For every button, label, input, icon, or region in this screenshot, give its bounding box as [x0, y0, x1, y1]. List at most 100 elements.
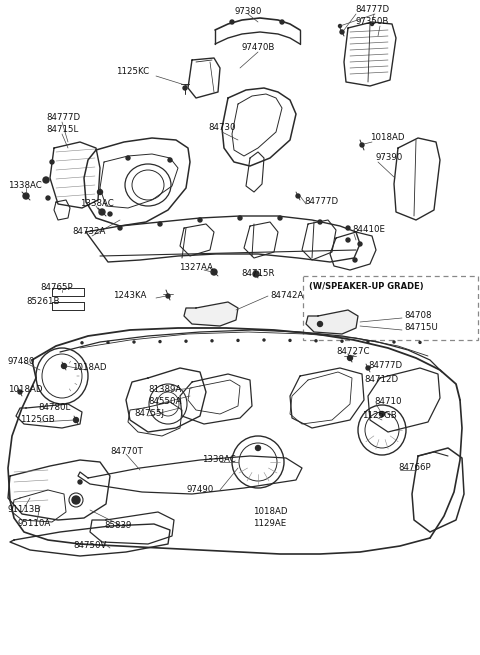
Circle shape	[133, 341, 135, 343]
Circle shape	[346, 226, 350, 230]
Circle shape	[211, 340, 213, 342]
Text: 1018AD: 1018AD	[8, 386, 43, 394]
Polygon shape	[184, 302, 238, 326]
Text: 84777D: 84777D	[304, 198, 338, 206]
Text: 84742A: 84742A	[270, 291, 303, 299]
Circle shape	[317, 322, 323, 326]
Circle shape	[346, 238, 350, 242]
Circle shape	[107, 341, 109, 343]
Circle shape	[78, 480, 82, 484]
Text: 84750V: 84750V	[73, 542, 107, 550]
Text: 84715R: 84715R	[241, 269, 275, 278]
Text: 91113B: 91113B	[8, 506, 41, 514]
Text: 84770T: 84770T	[110, 447, 143, 457]
Text: 97380: 97380	[234, 7, 262, 16]
Circle shape	[211, 269, 217, 275]
Text: 85839: 85839	[104, 521, 132, 529]
Circle shape	[255, 445, 261, 451]
Text: 1125GB: 1125GB	[20, 415, 55, 424]
Text: 84715L: 84715L	[46, 126, 78, 134]
Text: 81389A: 81389A	[148, 386, 181, 394]
Text: 84780L: 84780L	[38, 403, 70, 413]
Circle shape	[126, 156, 130, 160]
Text: 84712D: 84712D	[364, 375, 398, 384]
Text: 1018AD: 1018AD	[370, 134, 405, 143]
Circle shape	[237, 339, 239, 341]
Circle shape	[198, 218, 202, 222]
Circle shape	[318, 220, 322, 224]
Circle shape	[358, 242, 362, 246]
Text: 1338AC: 1338AC	[80, 200, 114, 208]
Text: 95110A: 95110A	[18, 519, 51, 527]
Text: 97490: 97490	[186, 485, 214, 495]
Circle shape	[367, 341, 369, 343]
Circle shape	[46, 196, 50, 200]
Circle shape	[315, 340, 317, 342]
Text: 85261B: 85261B	[26, 297, 60, 307]
Circle shape	[280, 20, 284, 24]
Text: 1338AC: 1338AC	[8, 181, 42, 191]
Text: 97480: 97480	[8, 358, 36, 367]
Text: 84730: 84730	[208, 124, 236, 132]
Text: 84755J: 84755J	[134, 409, 164, 419]
Text: 1129AE: 1129AE	[253, 519, 287, 529]
Circle shape	[353, 258, 357, 262]
Circle shape	[185, 340, 187, 342]
Circle shape	[296, 194, 300, 198]
Circle shape	[159, 341, 161, 343]
Text: 97470B: 97470B	[241, 43, 275, 52]
Circle shape	[61, 364, 67, 369]
Polygon shape	[306, 310, 358, 334]
Text: 1125GB: 1125GB	[362, 411, 397, 419]
Circle shape	[72, 496, 80, 504]
Text: 84777D: 84777D	[368, 360, 402, 369]
Text: 1327AA: 1327AA	[179, 263, 213, 272]
Text: 84777D: 84777D	[46, 113, 80, 122]
Circle shape	[108, 212, 112, 216]
Circle shape	[99, 209, 105, 215]
Circle shape	[166, 294, 170, 298]
Circle shape	[158, 222, 162, 226]
Circle shape	[18, 390, 22, 394]
Circle shape	[393, 341, 395, 343]
Text: 84715U: 84715U	[404, 324, 438, 333]
Circle shape	[341, 340, 343, 342]
Circle shape	[253, 271, 259, 277]
Text: 97390: 97390	[376, 153, 403, 162]
Text: 84766P: 84766P	[398, 464, 431, 472]
Text: 84550A: 84550A	[148, 398, 181, 407]
Circle shape	[81, 342, 83, 344]
Circle shape	[43, 177, 49, 183]
Text: 1338AC: 1338AC	[202, 455, 236, 464]
Circle shape	[419, 341, 421, 343]
Text: 1018AD: 1018AD	[253, 508, 287, 517]
Circle shape	[340, 30, 344, 34]
Text: 84708: 84708	[404, 312, 432, 320]
Text: 84777D: 84777D	[355, 5, 389, 14]
Text: 1243KA: 1243KA	[113, 291, 147, 301]
Circle shape	[289, 339, 291, 341]
Circle shape	[380, 411, 384, 417]
Text: 84410E: 84410E	[352, 225, 385, 234]
Circle shape	[230, 20, 234, 24]
Text: (W/SPEAKER-UP GRADE): (W/SPEAKER-UP GRADE)	[309, 282, 423, 291]
Circle shape	[263, 339, 265, 341]
Circle shape	[238, 216, 242, 220]
Text: 84765P: 84765P	[40, 284, 72, 293]
Circle shape	[168, 158, 172, 162]
Circle shape	[278, 216, 282, 220]
Circle shape	[360, 143, 364, 147]
Text: 1125KC: 1125KC	[117, 67, 150, 77]
Circle shape	[50, 160, 54, 164]
Circle shape	[366, 366, 370, 370]
Text: 1018AD: 1018AD	[72, 364, 107, 373]
Circle shape	[118, 226, 122, 230]
Text: 84727C: 84727C	[336, 348, 370, 356]
Text: 97350B: 97350B	[355, 18, 388, 26]
Text: 84732A: 84732A	[72, 227, 106, 236]
Circle shape	[348, 356, 352, 360]
Circle shape	[97, 189, 103, 195]
Circle shape	[338, 24, 341, 28]
Circle shape	[23, 193, 29, 199]
Circle shape	[183, 86, 187, 90]
